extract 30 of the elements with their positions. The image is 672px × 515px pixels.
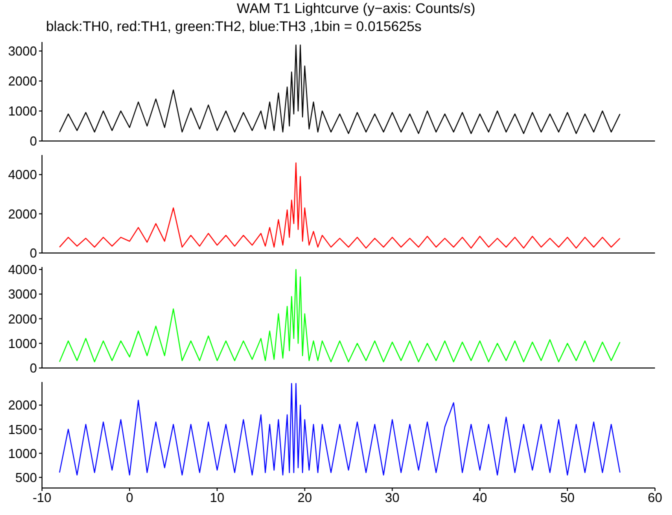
x-tick-label: 50 — [560, 490, 575, 506]
line-series — [59, 162, 620, 249]
x-tick-label: 0 — [126, 490, 134, 506]
x-tick-label: 10 — [210, 490, 224, 506]
y-tick-label: 1000 — [8, 336, 37, 351]
y-tick-label: 1500 — [8, 422, 37, 437]
y-tick-label: 3000 — [8, 286, 37, 302]
x-tick-label: 60 — [648, 490, 662, 506]
y-tick-label: 2000 — [8, 398, 37, 413]
y-tick-label: 1000 — [8, 104, 37, 119]
y-tick-label: 500 — [15, 470, 37, 486]
chart-subtitle: black:TH0, red:TH1, green:TH2, blue:TH3 ,1bin = 0.015625s — [45, 18, 422, 36]
x-tick-label: 40 — [472, 490, 488, 506]
y-tick-label: 2000 — [8, 74, 37, 89]
chart-title: WAM T1 Lightcurve (y−axis: Counts/s) — [236, 0, 476, 18]
y-tick-label: 4000 — [8, 262, 37, 278]
line-series — [59, 44, 620, 134]
x-tick-label: -10 — [32, 490, 52, 506]
x-tick-label: 20 — [297, 490, 312, 506]
y-tick-label: 4000 — [8, 167, 37, 182]
y-tick-label: 0 — [30, 360, 37, 376]
y-tick-label: 1000 — [8, 446, 37, 461]
x-tick-label: 30 — [385, 490, 400, 506]
y-tick-label: 2000 — [8, 311, 37, 326]
line-series — [59, 268, 620, 362]
y-tick-label: 2000 — [8, 206, 37, 222]
line-series — [59, 382, 620, 476]
y-tick-label: 3000 — [8, 44, 37, 59]
y-tick-label: 0 — [30, 134, 37, 149]
y-tick-label: 0 — [30, 246, 37, 261]
